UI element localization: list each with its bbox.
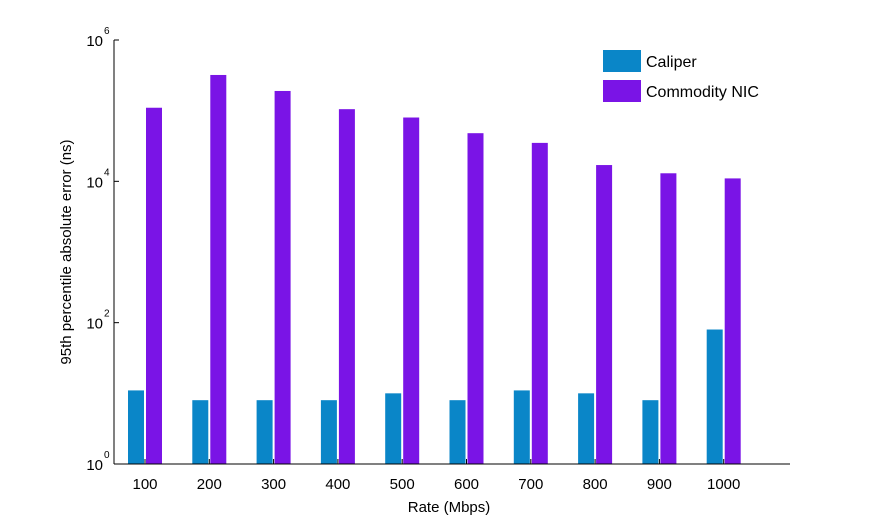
- x-tick-label: 500: [390, 476, 415, 493]
- bar-caliper-700: [513, 390, 530, 464]
- bars-layer: [128, 74, 741, 465]
- legend: Caliper Commodity NIC: [603, 50, 759, 102]
- legend-label: Caliper: [646, 54, 697, 71]
- y-axis-label: 95th percentile absolute error (ns): [58, 139, 75, 364]
- legend-swatch-caliper: [603, 50, 641, 72]
- x-tick-label: 600: [454, 476, 479, 493]
- bar-commodity-nic-600: [467, 133, 484, 464]
- bar-commodity-nic-200: [210, 74, 227, 465]
- bar-commodity-nic-700: [531, 142, 548, 464]
- y-tick-exponent: 2: [104, 309, 110, 320]
- x-tick-label: 800: [583, 476, 608, 493]
- bar-caliper-1000: [706, 329, 723, 464]
- x-axis-label: Rate (Mbps): [408, 499, 491, 516]
- x-tick-label: 300: [261, 476, 286, 493]
- y-tick-label: 10: [86, 316, 103, 333]
- y-tick-exponent: 4: [104, 167, 110, 178]
- bar-caliper-400: [320, 400, 337, 464]
- bar-commodity-nic-100: [146, 107, 162, 465]
- x-tick-label: 400: [325, 476, 350, 493]
- y-tick-exponent: 6: [104, 26, 110, 37]
- bar-commodity-nic-800: [596, 165, 613, 464]
- y-tick-exponent: 0: [104, 450, 110, 461]
- bar-commodity-nic-900: [660, 173, 677, 464]
- bar-commodity-nic-300: [274, 90, 291, 464]
- bar-caliper-100: [128, 390, 144, 464]
- bar-caliper-300: [256, 400, 273, 464]
- legend-swatch-commodity-nic: [603, 80, 641, 102]
- x-tick-label: 1000: [707, 476, 740, 493]
- x-tick-label: 700: [518, 476, 543, 493]
- bar-caliper-900: [642, 400, 659, 464]
- y-tick-label: 10: [86, 174, 103, 191]
- x-tick-label: 100: [132, 476, 157, 493]
- bar-caliper-500: [385, 393, 402, 464]
- bar-commodity-nic-400: [338, 109, 355, 465]
- bar-commodity-nic-1000: [724, 178, 741, 464]
- bar-caliper-600: [449, 400, 466, 464]
- legend-label: Commodity NIC: [646, 84, 759, 101]
- bar-commodity-nic-500: [403, 117, 420, 464]
- y-tick-label: 10: [86, 457, 103, 474]
- x-ticks: 100 200 300 400 500 600 700 800 900 1000: [132, 459, 740, 493]
- y-tick-label: 10: [86, 33, 103, 50]
- x-tick-label: 900: [647, 476, 672, 493]
- bar-caliper-800: [578, 393, 595, 464]
- x-tick-label: 200: [197, 476, 222, 493]
- bar-caliper-200: [192, 400, 209, 464]
